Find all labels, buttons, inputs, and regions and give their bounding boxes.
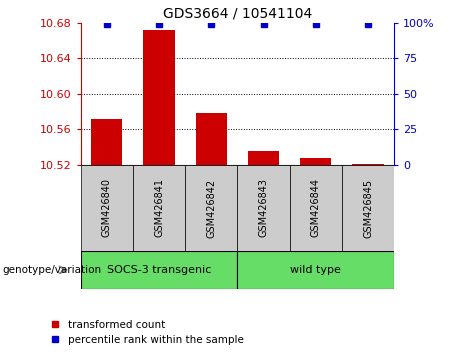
Bar <box>91 119 123 165</box>
Legend: transformed count, percentile rank within the sample: transformed count, percentile rank withi… <box>51 320 244 345</box>
Bar <box>290 165 342 251</box>
Text: GSM426841: GSM426841 <box>154 178 164 238</box>
Text: SOCS-3 transgenic: SOCS-3 transgenic <box>107 265 211 275</box>
Bar <box>300 159 331 165</box>
Text: GSM426840: GSM426840 <box>102 178 112 238</box>
Bar <box>248 152 279 165</box>
Bar <box>352 164 384 165</box>
Text: genotype/variation: genotype/variation <box>2 265 101 275</box>
Bar <box>185 165 237 251</box>
Bar <box>81 251 237 289</box>
Text: GSM426845: GSM426845 <box>363 178 373 238</box>
Bar <box>237 165 290 251</box>
Bar <box>81 165 133 251</box>
Text: GSM426842: GSM426842 <box>206 178 216 238</box>
Bar <box>342 165 394 251</box>
Bar <box>195 113 227 165</box>
Bar <box>133 165 185 251</box>
Text: GSM426843: GSM426843 <box>259 178 269 238</box>
Text: GSM426844: GSM426844 <box>311 178 321 238</box>
Bar <box>143 30 175 165</box>
Bar <box>237 251 394 289</box>
Title: GDS3664 / 10541104: GDS3664 / 10541104 <box>163 6 312 21</box>
Text: wild type: wild type <box>290 265 341 275</box>
